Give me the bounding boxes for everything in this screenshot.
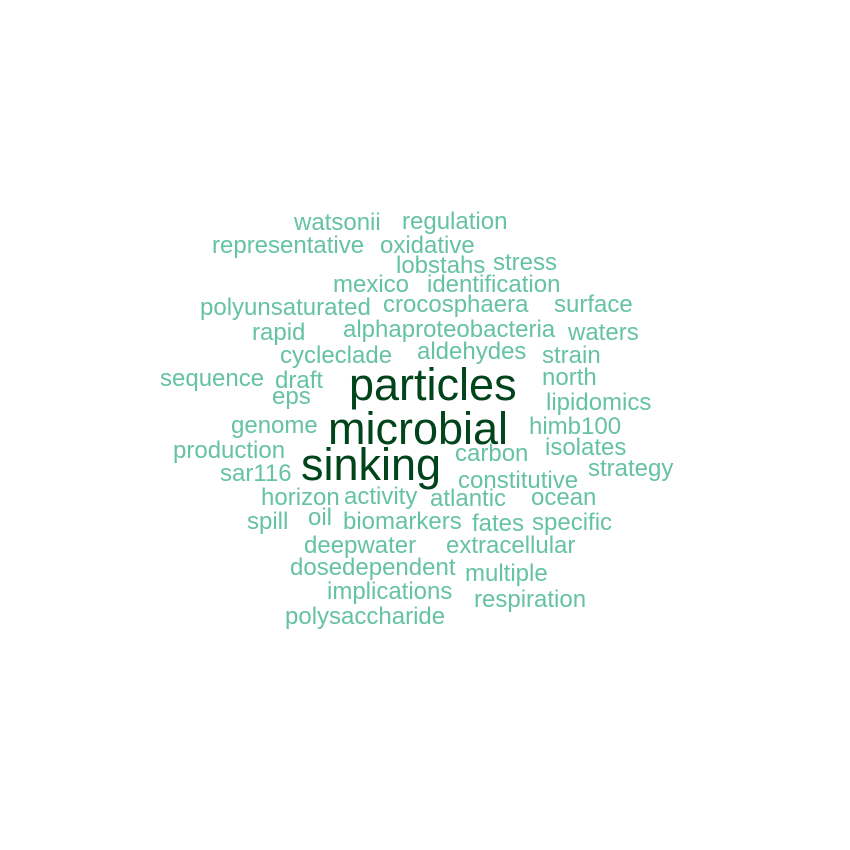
word-carbon: carbon <box>455 440 529 467</box>
word-identification: identification <box>427 271 561 298</box>
word-horizon: horizon <box>261 484 340 511</box>
word-draft: draft <box>275 367 324 394</box>
word-surface: surface <box>554 291 633 318</box>
word-constitutive: constitutive <box>458 467 579 494</box>
word-deepwater: deepwater <box>304 532 417 559</box>
word-sinking: sinking <box>301 439 442 490</box>
word-himb100: himb100 <box>529 413 622 440</box>
word-spill: spill <box>247 508 289 535</box>
word-strain: strain <box>542 342 601 369</box>
word-regulation: regulation <box>402 208 508 235</box>
word-lipidomics: lipidomics <box>546 389 652 416</box>
word-implications: implications <box>327 578 453 605</box>
word-particles: particles <box>349 359 517 410</box>
word-genome: genome <box>231 412 318 439</box>
word-activity: activity <box>344 483 418 510</box>
word-mexico: mexico <box>333 271 410 298</box>
word-multiple: multiple <box>465 560 548 587</box>
word-strategy: strategy <box>588 455 674 482</box>
word-sequence: sequence <box>160 365 265 392</box>
word-north: north <box>542 364 597 391</box>
word-stress: stress <box>493 249 558 276</box>
word-fates: fates <box>472 510 525 537</box>
word-rapid: rapid <box>252 319 306 346</box>
word-biomarkers: biomarkers <box>343 508 462 535</box>
word-microbial: microbial <box>328 403 509 454</box>
word-alphaproteobacteria: alphaproteobacteria <box>343 316 556 343</box>
word-sar116: sar116 <box>220 460 292 487</box>
word-oil: oil <box>308 504 333 531</box>
word-atlantic: atlantic <box>430 485 507 512</box>
word-respiration: respiration <box>474 586 587 613</box>
word-polysaccharide: polysaccharide <box>285 603 446 630</box>
word-crocosphaera: crocosphaera <box>383 291 529 318</box>
word-aldehydes: aldehydes <box>417 338 527 365</box>
word-polyunsaturated: polyunsaturated <box>200 294 371 321</box>
word-oxidative: oxidative <box>380 232 475 259</box>
word-lobstahs: lobstahs <box>396 252 486 279</box>
word-specific: specific <box>532 509 613 536</box>
word-isolates: isolates <box>545 434 627 461</box>
word-representative: representative <box>212 232 365 259</box>
word-dosedependent: dosedependent <box>290 554 456 581</box>
word-ocean: ocean <box>531 484 597 511</box>
word-cycleclade: cycleclade <box>280 342 393 369</box>
word-production: production <box>173 437 286 464</box>
word-eps: eps <box>272 383 311 410</box>
word-extracellular: extracellular <box>446 532 576 559</box>
word-watsonii: watsonii <box>294 209 381 236</box>
word-waters: waters <box>568 319 639 346</box>
